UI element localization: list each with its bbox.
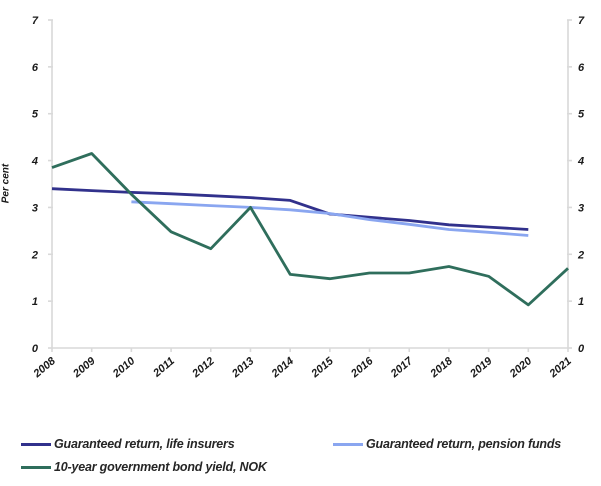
series-line-2 (51, 152, 569, 307)
x-tick-label: 2011 (150, 355, 177, 380)
y-tick-label-right: 1 (578, 296, 584, 308)
legend-label-pension-funds: Guaranteed return, pension funds (366, 437, 562, 451)
y-tick-label-right: 6 (578, 62, 585, 74)
x-tick-label: 2010 (110, 355, 138, 381)
x-tick-label: 2020 (507, 355, 535, 381)
legend-item-pension-funds: Guaranteed return, pension funds (333, 437, 561, 451)
legend-label-life-insurers: Guaranteed return, life insurers (54, 437, 235, 451)
y-axis-title: Per cent (0, 163, 12, 204)
x-tick-label: 2008 (31, 355, 59, 381)
y-tick-label-left: 1 (32, 296, 38, 308)
y-tick-label-left: 0 (32, 343, 39, 355)
x-tick-label: 2021 (547, 355, 574, 381)
x-tick-label: 2012 (189, 355, 216, 381)
y-tick-label-left: 2 (31, 249, 38, 261)
legend-swatch-bond-yield (21, 465, 51, 469)
legend-swatch-life-insurers (21, 442, 51, 446)
x-tick-label: 2016 (348, 355, 376, 381)
legend-item-bond-yield: 10-year government bond yield, NOK (21, 460, 333, 474)
y-tick-label-left: 6 (32, 62, 39, 74)
y-tick-label-left: 5 (32, 109, 39, 121)
legend-row-2: 10-year government bond yield, NOK (21, 460, 591, 474)
y-tick-label-right: 5 (578, 109, 585, 121)
x-tick-label: 2017 (388, 355, 416, 381)
y-tick-label-left: 7 (32, 15, 39, 27)
line-chart-plot: 0 0 1 1 2 2 3 3 4 4 5 5 6 6 7 7 2008 2009 2010 2011 2012 2013… (31, 15, 585, 381)
y-tick-label-right: 2 (577, 249, 584, 261)
legend-label-bond-yield: 10-year government bond yield, NOK (54, 460, 267, 474)
y-tick-label-left: 4 (31, 156, 38, 168)
y-tick-label-right: 3 (578, 202, 584, 214)
legend-row-1: Guaranteed return, life insurers Guarant… (21, 437, 591, 451)
y-tick-label-right: 7 (578, 15, 585, 27)
y-tick-label-right: 0 (578, 343, 585, 355)
legend-swatch-pension-funds (333, 442, 363, 446)
y-tick-label-left: 3 (32, 202, 38, 214)
legend-item-life-insurers: Guaranteed return, life insurers (21, 437, 333, 451)
x-tick-label: 2013 (229, 355, 256, 381)
x-tick-label: 2009 (70, 355, 98, 381)
y-tick-label-right: 4 (577, 156, 584, 168)
x-tick-label: 2019 (467, 355, 495, 381)
x-tick-label: 2018 (428, 355, 456, 381)
chart-legend: Guaranteed return, life insurers Guarant… (21, 437, 591, 483)
x-tick-label: 2015 (309, 355, 337, 381)
series-line-1 (131, 200, 529, 237)
x-tick-label: 2014 (269, 355, 296, 381)
